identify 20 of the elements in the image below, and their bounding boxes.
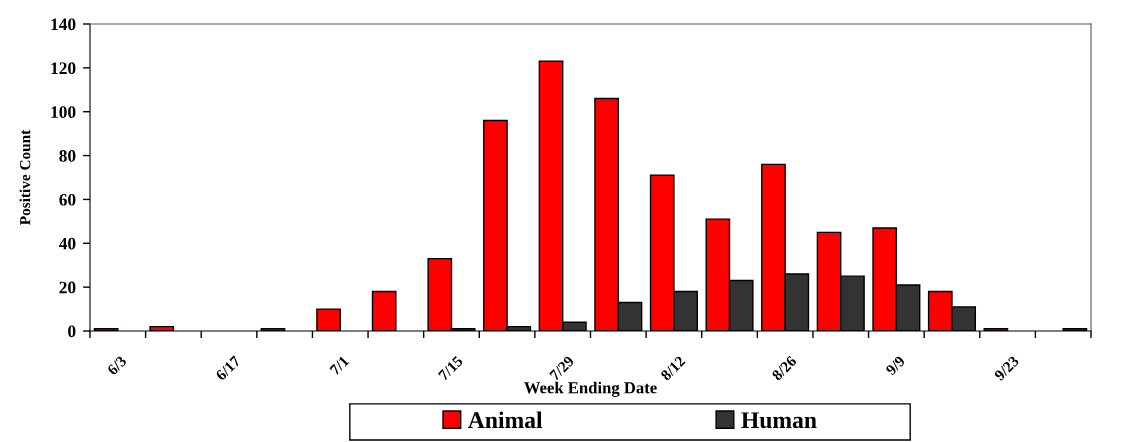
y-tick-label: 20 bbox=[59, 281, 76, 294]
x-tick-label: 7/1 bbox=[329, 355, 350, 376]
y-tick-label: 120 bbox=[51, 62, 76, 75]
x-tick-label: 6/17 bbox=[215, 355, 242, 382]
y-tick-label: 100 bbox=[51, 106, 76, 118]
y-tick-label: 40 bbox=[58, 237, 76, 250]
y-tick-label: 60 bbox=[59, 193, 76, 206]
x-tick-label: 7/15 bbox=[437, 355, 464, 381]
y-axis-title: Positive Count bbox=[19, 129, 31, 225]
legend-label: Animal bbox=[468, 411, 543, 429]
legend-label: Human bbox=[741, 412, 817, 429]
y-tick-label: 140 bbox=[51, 18, 76, 31]
y-tick-label: 80 bbox=[59, 150, 76, 162]
x-tick-label: 6/3 bbox=[106, 355, 128, 376]
x-axis-title: Week Ending Date bbox=[524, 381, 657, 397]
x-tick-label: 9/23 bbox=[993, 355, 1020, 382]
x-tick-label: 8/26 bbox=[771, 355, 798, 382]
y-tick-label: 0 bbox=[68, 325, 76, 338]
x-tick-label: 8/12 bbox=[660, 355, 686, 382]
x-tick-label: 9/9 bbox=[885, 355, 906, 376]
